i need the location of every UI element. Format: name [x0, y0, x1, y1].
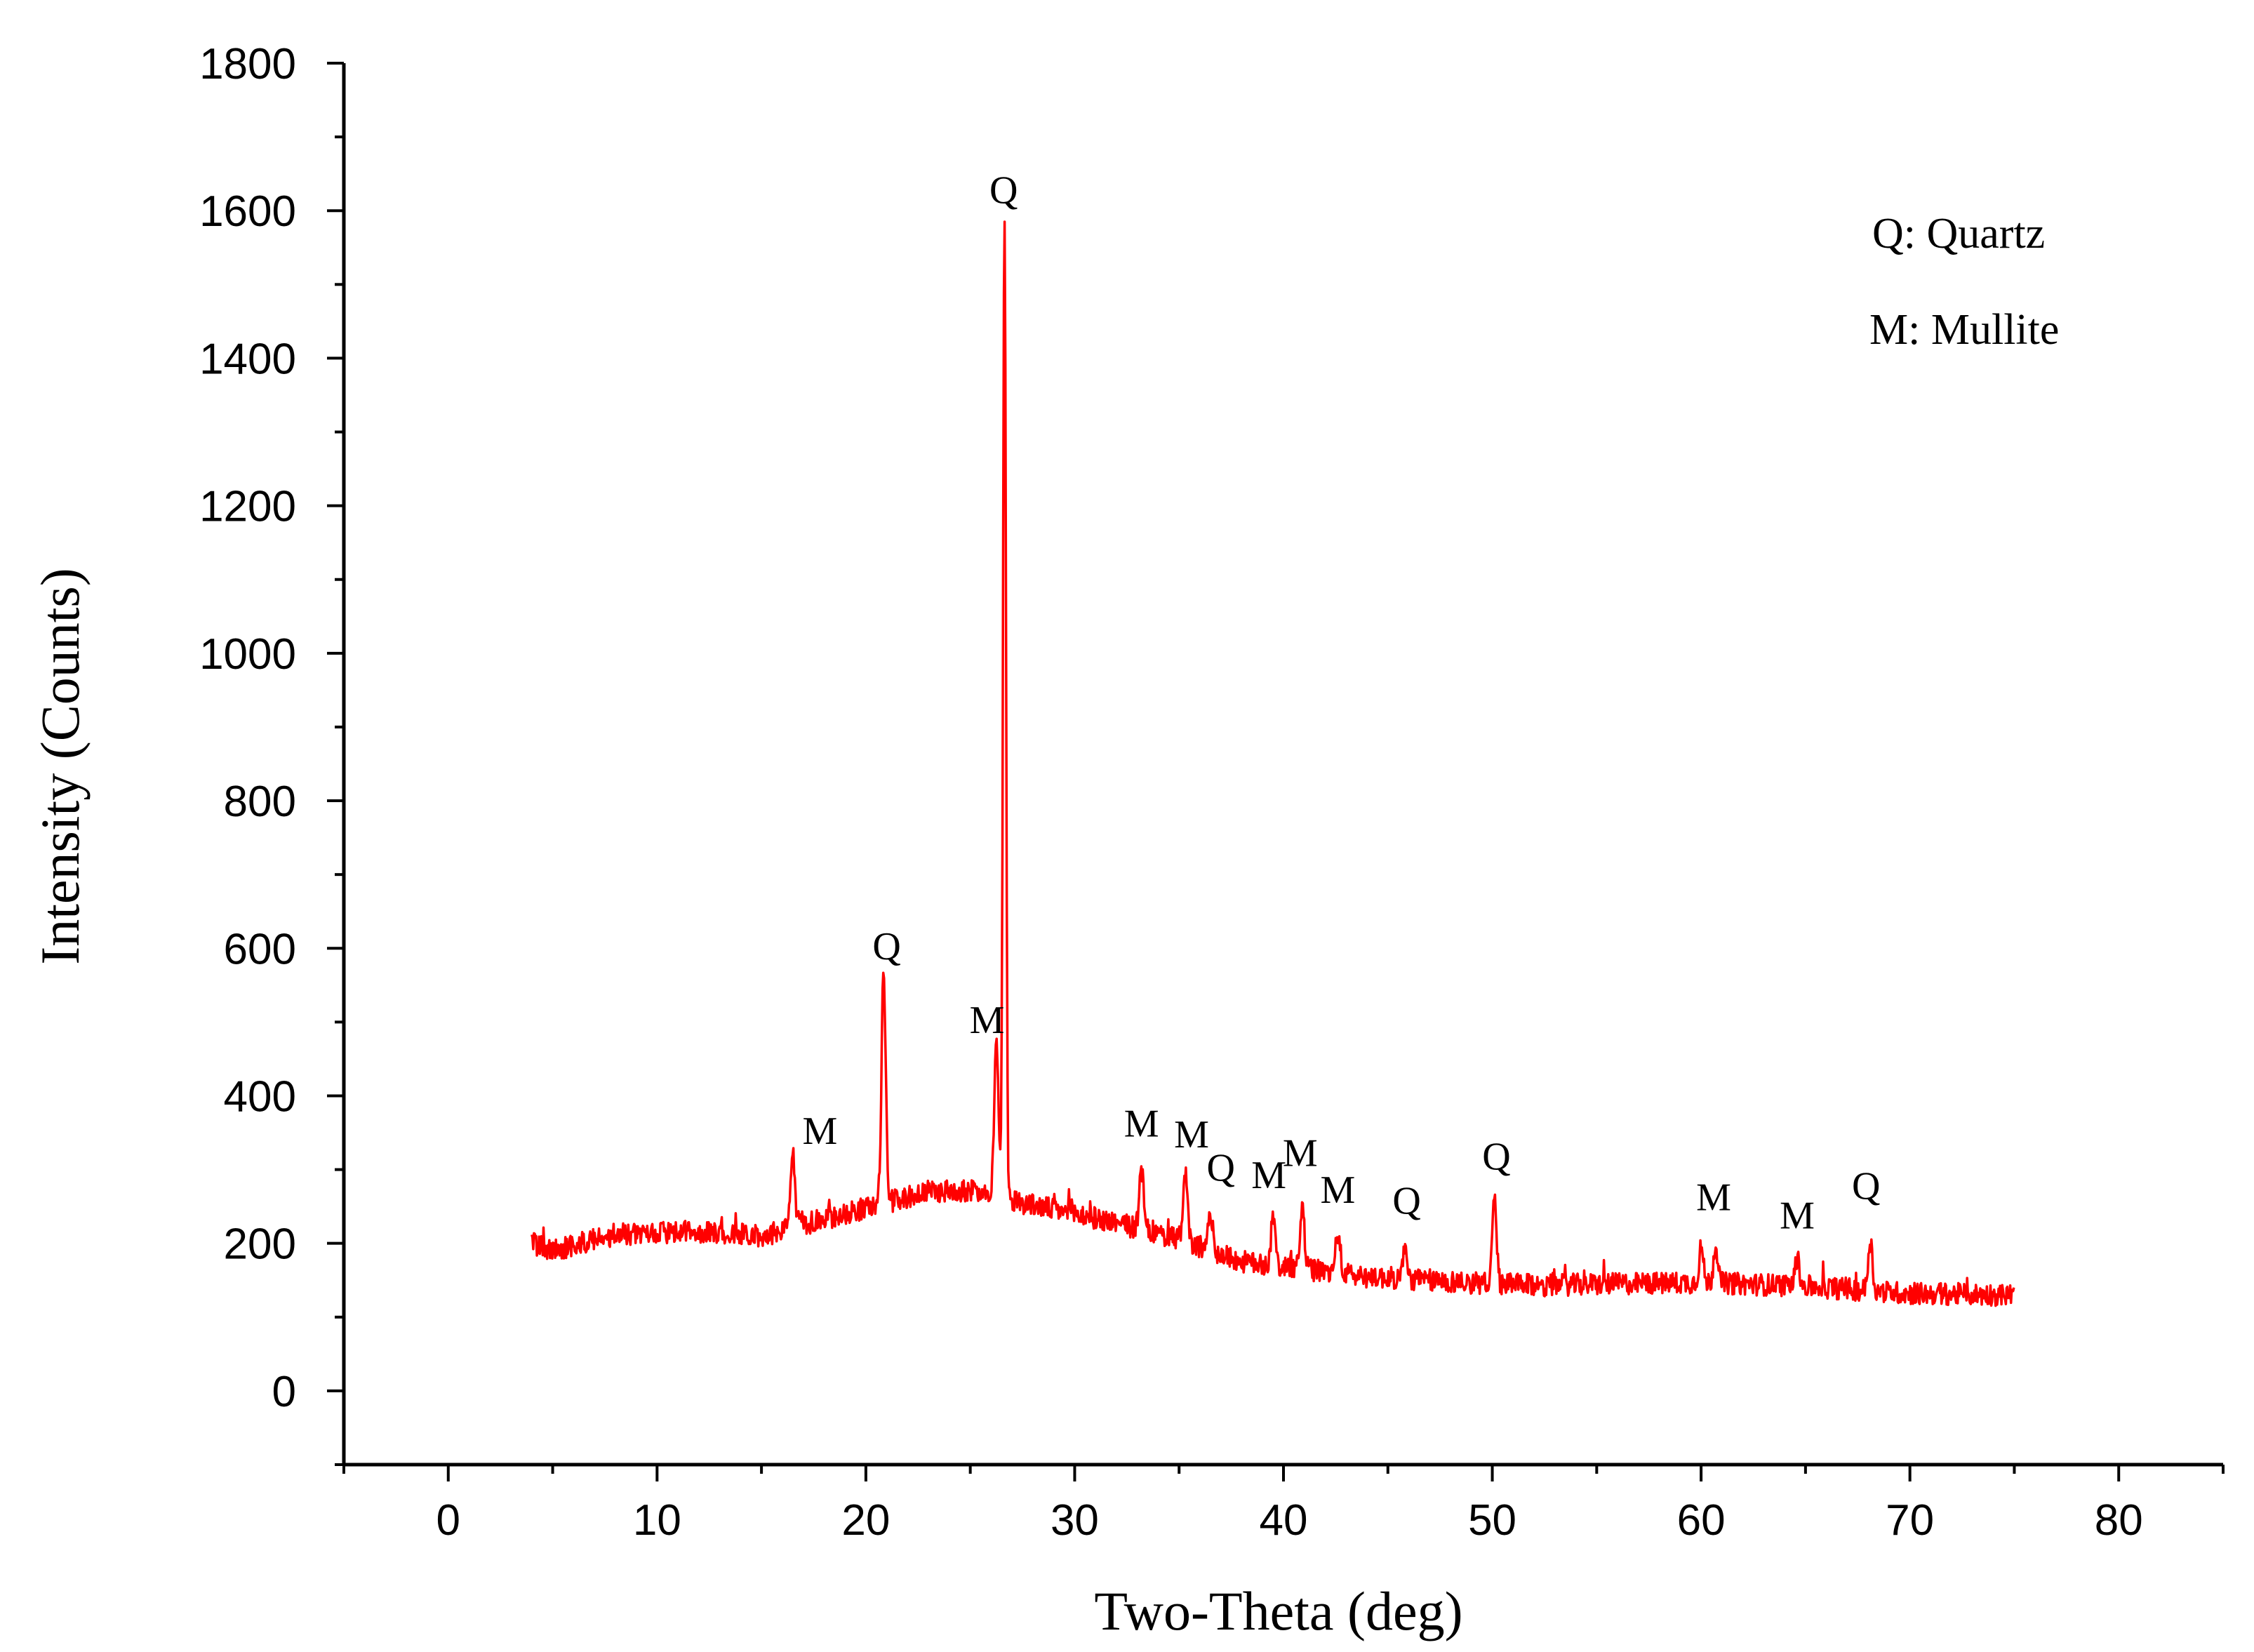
y-tick-label: 1200 [199, 483, 296, 531]
xrd-series-line [531, 220, 2015, 1307]
y-tick-label: 800 [224, 778, 296, 826]
y-tick-labels: 0 200 400 600 800 1000 1200 1400 1600 1800 [199, 40, 296, 1416]
peak-label-quartz: Q [1392, 1180, 1420, 1223]
peak-label-quartz: Q [1207, 1146, 1235, 1190]
y-tick-label: 1400 [199, 335, 296, 383]
legend: Q: Quartz M: Mullite [1869, 210, 2059, 354]
y-tick-label: 1600 [199, 187, 296, 236]
peak-label-mullite: M [1320, 1168, 1355, 1212]
y-axis-title: Intensity (Counts) [29, 568, 91, 964]
peak-label-quartz: Q [989, 169, 1018, 213]
peak-label-quartz: Q [1482, 1135, 1510, 1179]
y-tick-label: 600 [224, 925, 296, 973]
x-tick-labels: 0 10 20 30 40 50 60 70 80 [436, 1496, 2143, 1545]
x-tick-label: 0 [436, 1496, 460, 1545]
peak-label-mullite: M [1174, 1113, 1209, 1157]
legend-entry-mullite: M: Mullite [1869, 306, 2059, 354]
x-tick-label: 20 [841, 1496, 890, 1545]
peak-label-quartz: Q [1852, 1165, 1880, 1208]
y-tick-label: 200 [224, 1220, 296, 1269]
x-tick-label: 50 [1468, 1496, 1516, 1545]
y-tick-label: 0 [272, 1368, 296, 1416]
legend-entry-quartz: Q: Quartz [1872, 210, 2045, 258]
x-tick-label: 60 [1677, 1496, 1726, 1545]
x-tick-label: 80 [2095, 1496, 2143, 1545]
x-tick-label: 70 [1886, 1496, 1934, 1545]
peak-label-mullite: M [1283, 1131, 1318, 1175]
y-tick-label: 1800 [199, 40, 296, 88]
peak-label-mullite: M [803, 1110, 838, 1153]
x-tick-label: 10 [633, 1496, 681, 1545]
x-tick-label: 40 [1260, 1496, 1308, 1545]
peak-label-mullite: M [1124, 1102, 1159, 1145]
y-tick-label: 1000 [199, 630, 296, 679]
y-ticks [327, 62, 344, 1466]
peak-label-mullite: M [1696, 1175, 1731, 1219]
x-tick-label: 30 [1051, 1496, 1099, 1545]
y-tick-label: 400 [224, 1072, 296, 1121]
peak-label-quartz: Q [872, 925, 900, 968]
peak-label-mullite: M [970, 999, 1005, 1042]
peak-label-mullite: M [1251, 1154, 1286, 1197]
peak-label-mullite: M [1780, 1194, 1815, 1238]
x-ticks [342, 1465, 2225, 1481]
series-group [531, 220, 2015, 1307]
x-axis-title: Two-Theta (deg) [1094, 1580, 1462, 1641]
